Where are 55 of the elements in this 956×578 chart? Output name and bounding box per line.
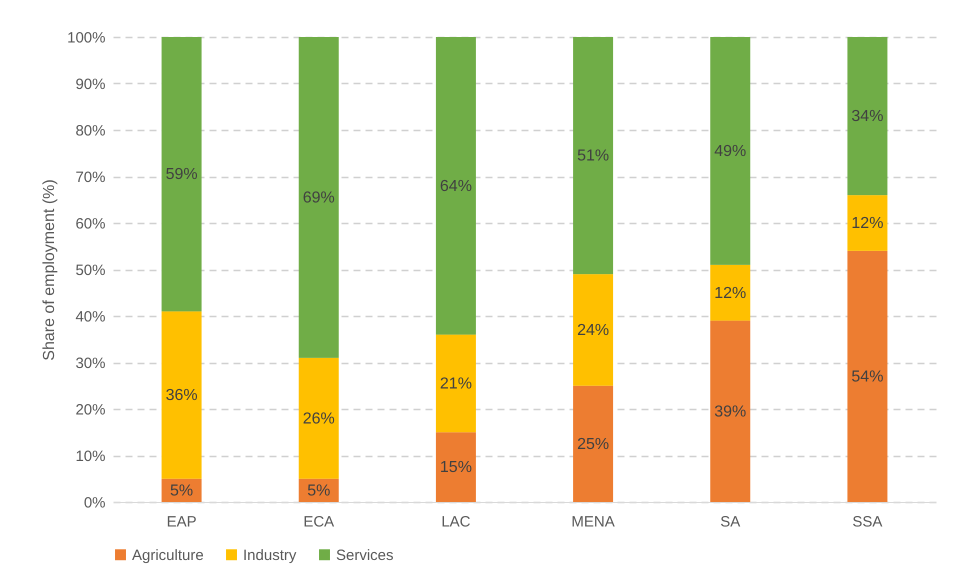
y-tick-label: 60%	[75, 216, 106, 232]
bar	[573, 274, 614, 386]
data-label: 51%	[577, 148, 610, 165]
y-tick-label: 100%	[67, 30, 106, 46]
bar	[162, 37, 202, 312]
data-label: 34%	[851, 108, 884, 126]
bar	[573, 386, 614, 502]
bar	[298, 37, 339, 358]
data-label: 39%	[714, 403, 746, 420]
y-tick-label: 40%	[75, 308, 106, 326]
bar	[847, 195, 888, 251]
x-tick-label: SSA	[852, 514, 882, 530]
bar	[573, 37, 614, 274]
data-label: 5%	[170, 482, 194, 500]
x-tick-label: ECA	[303, 514, 334, 530]
bar	[162, 311, 202, 479]
bar	[298, 358, 339, 479]
data-label: 12%	[714, 284, 746, 302]
x-tick-label: MENA	[571, 514, 615, 530]
data-label: 54%	[851, 368, 884, 386]
y-tick-label: 30%	[75, 355, 106, 372]
bar	[847, 250, 888, 502]
legend-label: Agriculture	[132, 546, 204, 564]
y-tick-label: 10%	[75, 448, 106, 465]
y-tick-label: 20%	[75, 402, 106, 418]
y-axis-title: Share of employment (%)	[41, 179, 58, 361]
data-label: 21%	[440, 375, 472, 392]
data-label: 15%	[440, 459, 472, 476]
y-tick-label: 80%	[75, 122, 106, 140]
data-label: 59%	[166, 166, 198, 184]
bar	[436, 432, 476, 502]
data-label: 36%	[166, 387, 198, 404]
bar	[710, 37, 750, 265]
bar	[436, 37, 476, 335]
bar	[847, 37, 888, 196]
y-tick-label: 70%	[75, 169, 106, 186]
data-label: 12%	[851, 215, 884, 232]
data-label: 49%	[714, 142, 746, 160]
legend-label: Industry	[243, 546, 297, 564]
legend-label: Services	[336, 546, 394, 564]
y-tick-label: 90%	[75, 76, 106, 93]
x-tick-label: EAP	[166, 514, 197, 530]
data-label: 5%	[307, 482, 330, 500]
data-label: 25%	[577, 436, 610, 453]
data-label: 26%	[302, 410, 335, 428]
data-label: 69%	[302, 189, 335, 206]
bar	[710, 264, 750, 321]
data-label: 64%	[440, 178, 472, 195]
x-tick-label: LAC	[441, 514, 471, 530]
y-tick-label: 50%	[75, 262, 106, 279]
y-tick-label: 0%	[84, 494, 106, 512]
x-tick-label: SA	[720, 514, 740, 530]
data-label: 24%	[577, 322, 610, 339]
bar	[710, 320, 750, 502]
bar	[436, 334, 476, 432]
